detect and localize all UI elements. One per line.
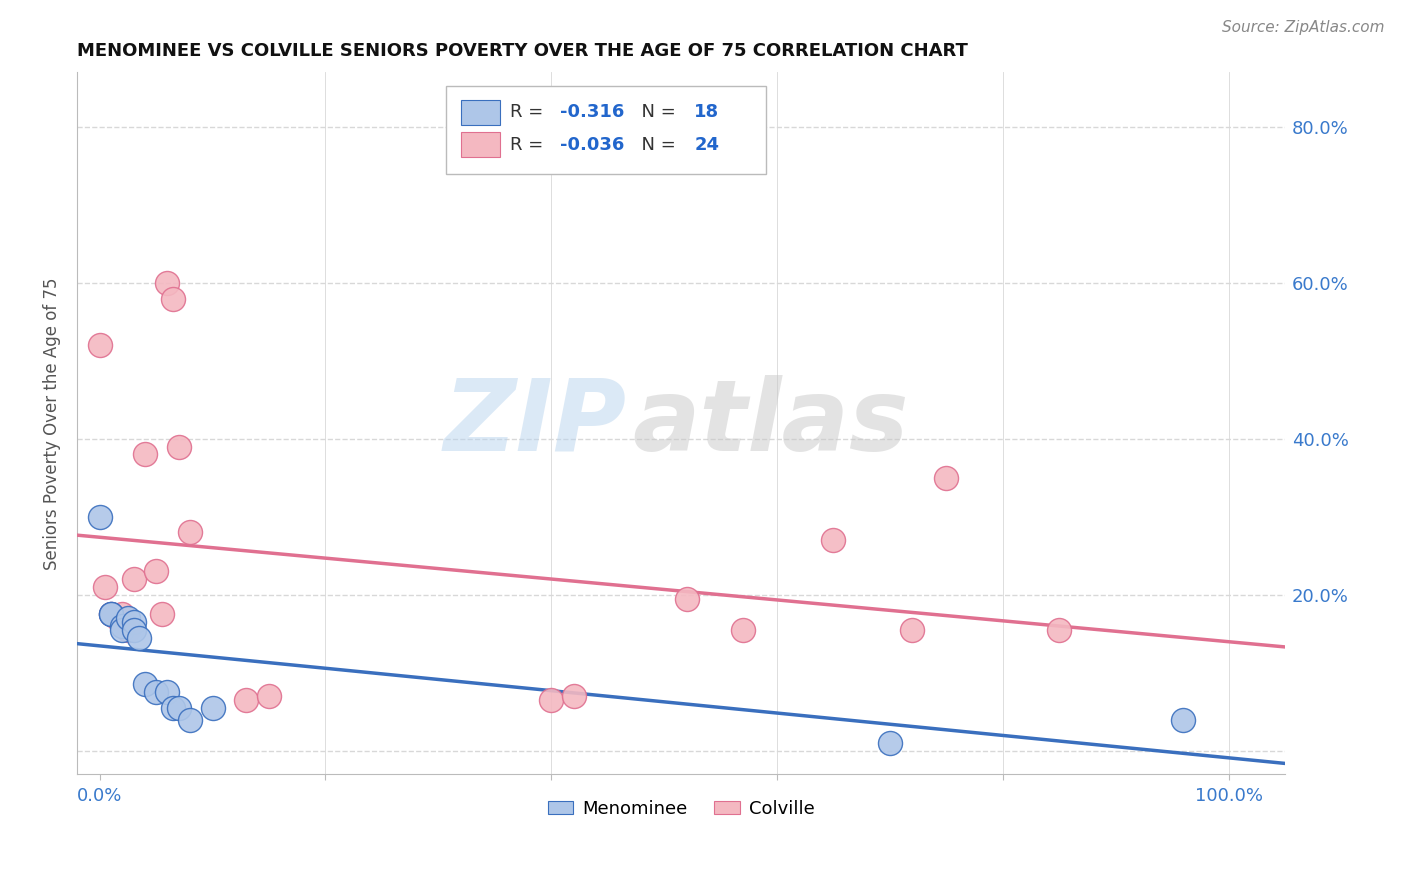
Point [150,607,173,622]
Point [1173,713,1195,727]
Point [100,607,122,622]
Point [879,736,901,750]
Point [122,623,145,637]
Point [162,701,184,715]
Point [733,623,755,637]
Text: R =: R = [509,136,548,153]
FancyBboxPatch shape [446,87,766,174]
Point [901,623,924,637]
Text: R =: R = [509,103,548,121]
Point [122,615,145,629]
FancyBboxPatch shape [461,100,501,125]
Point [167,701,190,715]
Point [235,693,257,707]
Point [823,533,845,548]
Point [111,619,134,633]
Point [117,611,139,625]
Point [179,525,201,540]
Point [156,685,179,699]
Point [540,693,562,707]
Point [257,689,280,703]
Text: Source: ZipAtlas.com: Source: ZipAtlas.com [1222,20,1385,35]
Text: N =: N = [630,103,682,121]
Text: atlas: atlas [633,375,910,472]
Text: MENOMINEE VS COLVILLE SENIORS POVERTY OVER THE AGE OF 75 CORRELATION CHART: MENOMINEE VS COLVILLE SENIORS POVERTY OV… [77,42,967,60]
Point [111,607,134,622]
Point [167,440,190,454]
Point [162,292,184,306]
Point [145,685,167,699]
Point [1047,623,1070,637]
Point [100,607,122,622]
Y-axis label: Seniors Poverty Over the Age of 75: Seniors Poverty Over the Age of 75 [44,277,60,569]
Point [156,276,179,290]
Point [89,509,111,524]
Legend: Menominee, Colville: Menominee, Colville [540,792,821,825]
Text: -0.036: -0.036 [560,136,624,153]
Point [201,701,224,715]
Point [675,591,697,606]
Text: 18: 18 [695,103,720,121]
Point [134,447,156,461]
Point [105,611,128,625]
Point [89,338,111,352]
Point [562,689,585,703]
Point [935,471,957,485]
FancyBboxPatch shape [461,132,501,157]
Point [94,580,117,594]
Point [100,607,122,622]
Point [117,623,139,637]
Point [122,572,145,586]
Point [128,631,150,645]
Text: 24: 24 [695,136,720,153]
Text: -0.316: -0.316 [560,103,624,121]
Point [111,623,134,637]
Text: ZIP: ZIP [444,375,627,472]
Point [179,713,201,727]
Point [134,677,156,691]
Point [145,565,167,579]
Text: N =: N = [630,136,682,153]
